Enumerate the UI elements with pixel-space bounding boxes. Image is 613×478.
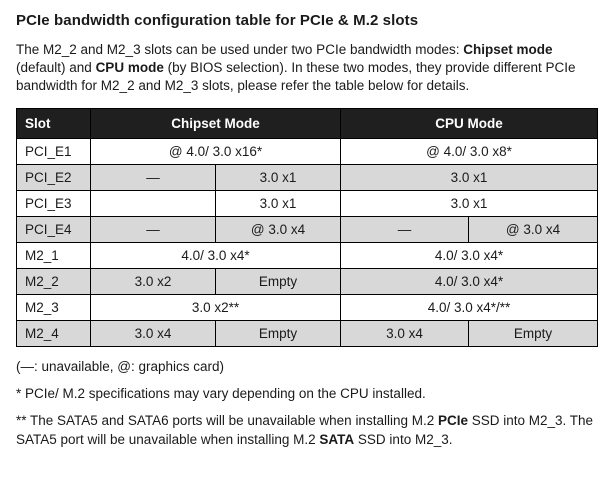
footnote-bold-pcie: PCIe <box>437 413 468 429</box>
table-row-pci-e4: PCI_E4 — @ 3.0 x4 — @ 3.0 x4 <box>16 215 599 243</box>
value-cell: — <box>90 215 216 243</box>
value-cell: @ 4.0/ 3.0 x16* <box>89 137 342 165</box>
slot-cell: PCI_E1 <box>16 137 91 165</box>
footnote-single-asterisk: * PCIe/ M.2 specifications may vary depe… <box>16 386 426 402</box>
table-row-pci-e2: PCI_E2 — 3.0 x1 3.0 x1 <box>16 163 599 191</box>
pcie-bandwidth-table: Slot Chipset Mode CPU Mode PCI_E1 @ 4.0/… <box>16 107 599 347</box>
header-cpu-mode: CPU Mode <box>340 107 599 139</box>
value-cell: Empty <box>468 319 599 347</box>
value-cell: 4.0/ 3.0 x4* <box>89 241 342 269</box>
slot-cell: PCI_E3 <box>16 189 91 217</box>
value-cell <box>90 189 216 217</box>
value-cell: 4.0/ 3.0 x4*/** <box>340 293 599 321</box>
value-cell: 3.0 x1 <box>214 189 342 217</box>
value-cell: 4.0/ 3.0 x4* <box>340 267 599 295</box>
table-row-m2-3: M2_3 3.0 x2** 4.0/ 3.0 x4*/** <box>16 293 599 321</box>
value-cell: Empty <box>214 319 342 347</box>
intro-text-2: (default) and <box>16 59 96 75</box>
table-row-pci-e3: PCI_E3 3.0 x1 3.0 x1 <box>16 189 599 217</box>
value-cell: 3.0 x1 <box>340 163 599 191</box>
footnote-text-1: ** The SATA5 and SATA6 ports will be una… <box>16 413 438 429</box>
slot-cell: PCI_E4 <box>16 215 91 243</box>
legend-note: (—: unavailable, @: graphics card) <box>16 358 225 374</box>
table-row-m2-2: M2_2 3.0 x2 Empty 4.0/ 3.0 x4* <box>16 267 599 295</box>
value-cell: 4.0/ 3.0 x4* <box>340 241 599 269</box>
table-row-m2-4: M2_4 3.0 x4 Empty 3.0 x4 Empty <box>16 319 599 347</box>
table-header-row: Slot Chipset Mode CPU Mode <box>16 107 599 139</box>
value-cell: 3.0 x2 <box>90 267 216 295</box>
value-cell: Empty <box>214 267 342 295</box>
slot-cell: PCI_E2 <box>16 163 91 191</box>
value-cell: @ 3.0 x4 <box>468 215 599 243</box>
intro-text-1: The M2_2 and M2_3 slots can be used unde… <box>16 42 464 57</box>
value-cell: 3.0 x1 <box>214 163 342 191</box>
value-cell: @ 4.0/ 3.0 x8* <box>340 137 599 165</box>
intro-paragraph: The M2_2 and M2_3 slots can be used unde… <box>16 41 597 95</box>
footnote-text-2: SSD into M2_3. The SATA5 port will be un… <box>16 413 594 447</box>
value-cell: — <box>340 215 470 243</box>
footnote-text-3: SSD into M2_3. <box>354 431 453 447</box>
slot-cell: M2_2 <box>16 267 91 295</box>
footnotes: (—: unavailable, @: graphics card) * PCI… <box>16 358 597 449</box>
footnote-bold-sata: SATA <box>319 431 355 447</box>
table-row-m2-1: M2_1 4.0/ 3.0 x4* 4.0/ 3.0 x4* <box>16 241 599 269</box>
value-cell: 3.0 x1 <box>340 189 599 217</box>
intro-bold-cpu-mode: CPU mode <box>95 59 164 75</box>
header-chipset-mode: Chipset Mode <box>89 107 342 139</box>
slot-cell: M2_3 <box>16 293 91 321</box>
value-cell: 3.0 x4 <box>340 319 470 347</box>
slot-cell: M2_1 <box>16 241 91 269</box>
value-cell: 3.0 x2** <box>89 293 342 321</box>
value-cell: — <box>90 163 216 191</box>
slot-cell: M2_4 <box>16 319 91 347</box>
footnote-double-asterisk: ** The SATA5 and SATA6 ports will be una… <box>16 412 597 448</box>
value-cell: 3.0 x4 <box>90 319 216 347</box>
intro-text-3: (by BIOS selection). In these two modes,… <box>16 59 576 93</box>
page-title: PCIe bandwidth configuration table for P… <box>16 12 419 29</box>
table-row-pci-e1: PCI_E1 @ 4.0/ 3.0 x16* @ 4.0/ 3.0 x8* <box>16 137 599 165</box>
header-slot: Slot <box>16 107 91 139</box>
value-cell: @ 3.0 x4 <box>214 215 342 243</box>
intro-bold-chipset-mode: Chipset mode <box>463 42 553 57</box>
